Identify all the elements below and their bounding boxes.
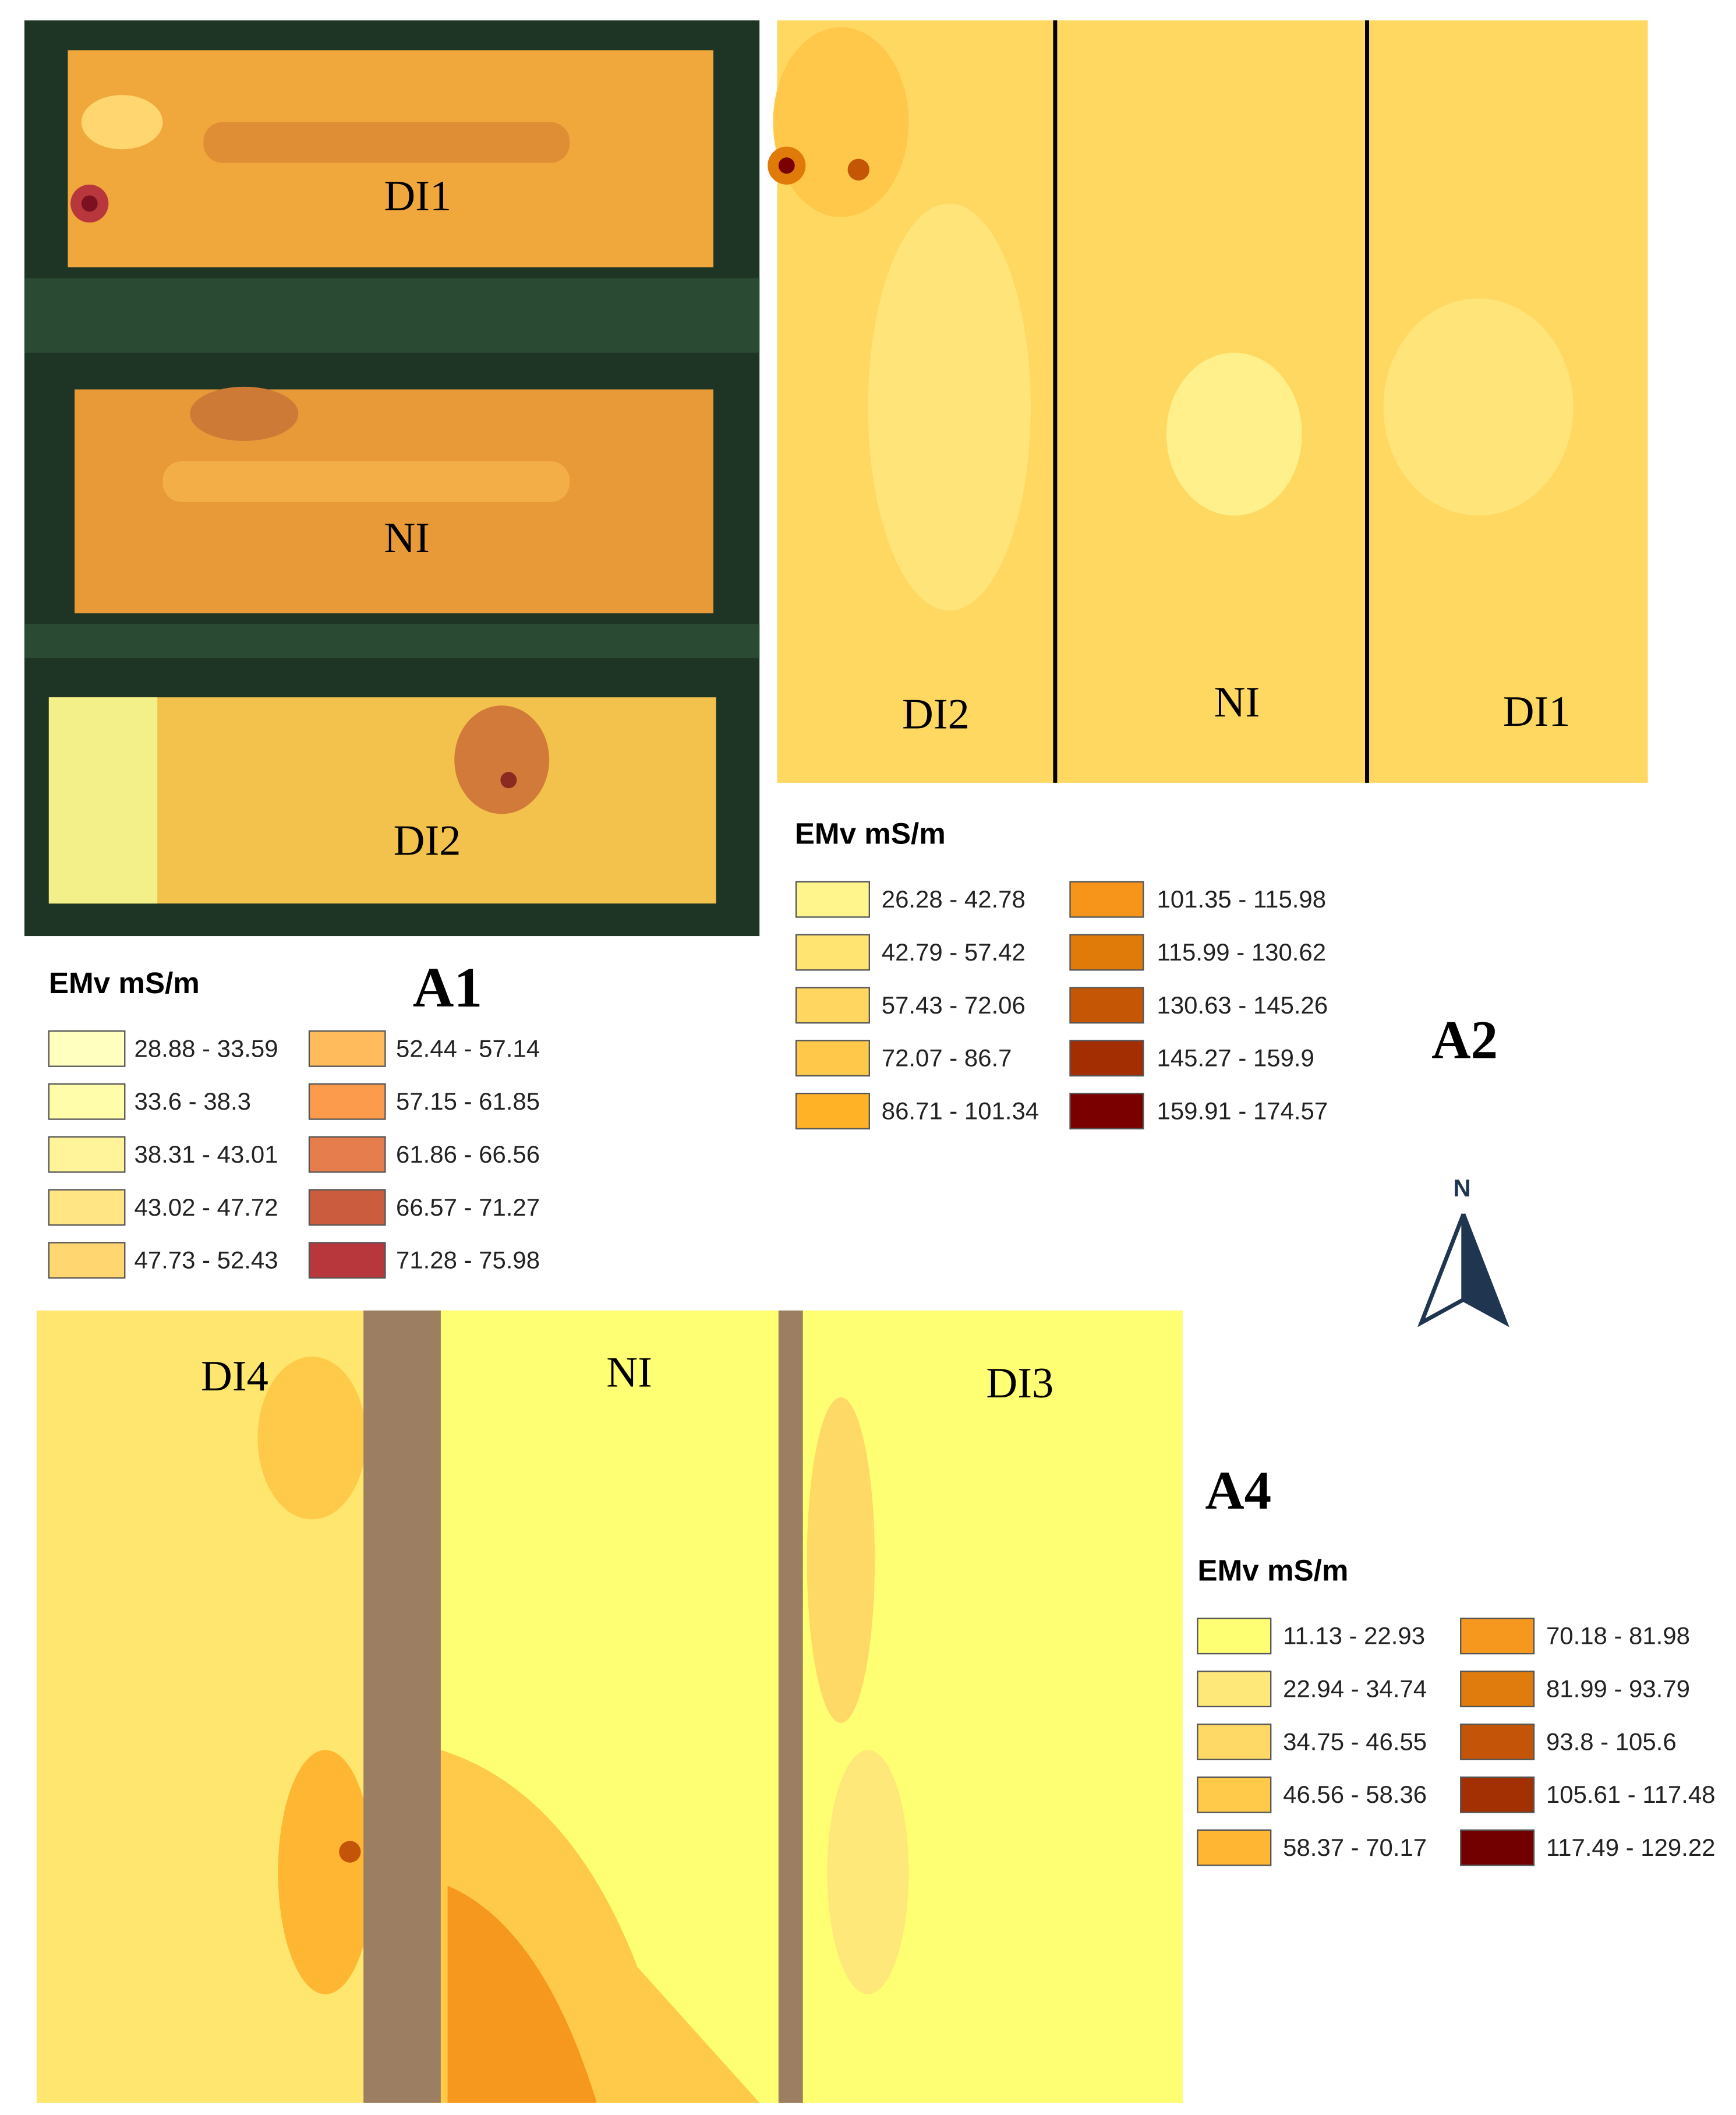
legend-swatch: [1460, 1723, 1535, 1760]
legend-range: 117.49 - 129.22: [1546, 1834, 1715, 1861]
legend-swatch: [48, 1030, 126, 1067]
legend-range: 46.56 - 58.36: [1283, 1781, 1427, 1808]
panel-label: A1: [413, 956, 483, 1019]
legend-range: 93.8 - 105.6: [1546, 1728, 1677, 1755]
legend-range: 57.15 - 61.85: [396, 1087, 540, 1115]
legend-range: 145.27 - 159.9: [1157, 1044, 1314, 1072]
legend-swatch: [1069, 881, 1144, 918]
map-a4: [36, 1310, 1183, 2103]
legend-range: 34.75 - 46.55: [1283, 1728, 1427, 1755]
legend-range: 11.13 - 22.93: [1283, 1622, 1425, 1650]
legend-swatch: [308, 1083, 386, 1120]
legend-range: 57.43 - 72.06: [882, 991, 1026, 1019]
field-label: NI: [384, 514, 430, 562]
field-label: DI2: [394, 817, 461, 864]
legend-title: EMv mS/m: [49, 966, 200, 1000]
legend-swatch: [1460, 1618, 1535, 1655]
field-label: DI4: [201, 1353, 268, 1400]
north-label: N: [1453, 1174, 1470, 1202]
legend-swatch: [795, 881, 870, 918]
field-label: NI: [1214, 679, 1260, 726]
legend-swatch: [1197, 1776, 1272, 1813]
legend-swatch: [308, 1242, 386, 1279]
legend-range: 71.28 - 75.98: [396, 1247, 540, 1274]
legend-swatch: [795, 934, 870, 971]
legend-range: 42.79 - 57.42: [882, 938, 1026, 966]
legend-range: 38.31 - 43.01: [135, 1141, 278, 1168]
legend-swatch: [1069, 1040, 1144, 1077]
legend-swatch: [1197, 1671, 1272, 1708]
legend-swatch: [48, 1136, 126, 1173]
legend-range: 22.94 - 34.74: [1283, 1675, 1427, 1703]
legend-range: 101.35 - 115.98: [1157, 885, 1326, 913]
legend-swatch: [1460, 1829, 1535, 1866]
legend-range: 105.61 - 117.48: [1546, 1781, 1715, 1808]
legend-swatch: [48, 1189, 126, 1226]
north-arrow: [1417, 1213, 1509, 1327]
legend-range: 28.88 - 33.59: [135, 1034, 278, 1062]
legend-range: 52.44 - 57.14: [396, 1034, 540, 1062]
map-a1: [24, 20, 760, 937]
legend-swatch: [1069, 987, 1144, 1024]
field-label: DI3: [986, 1360, 1053, 1407]
legend-range: 86.71 - 101.34: [882, 1097, 1039, 1124]
legend-range: 47.73 - 52.43: [135, 1247, 278, 1274]
legend-swatch: [1460, 1776, 1535, 1813]
legend-range: 115.99 - 130.62: [1157, 938, 1326, 966]
legend-range: 72.07 - 86.7: [882, 1044, 1012, 1072]
legend-swatch: [1069, 934, 1144, 971]
map-a2: [768, 20, 1648, 783]
field-label: DI1: [384, 172, 451, 220]
legend-title: EMv mS/m: [1197, 1553, 1348, 1587]
legend-swatch: [795, 987, 870, 1024]
legend-range: 130.63 - 145.26: [1157, 991, 1328, 1019]
legend-swatch: [1197, 1723, 1272, 1760]
legend-range: 70.18 - 81.98: [1546, 1622, 1690, 1650]
legend-swatch: [308, 1136, 386, 1173]
legend-range: 43.02 - 47.72: [135, 1194, 278, 1221]
legend-swatch: [308, 1030, 386, 1067]
legend-range: 26.28 - 42.78: [882, 885, 1026, 913]
field-label: NI: [606, 1348, 652, 1396]
legend-swatch: [1460, 1671, 1535, 1708]
legend-range: 66.57 - 71.27: [396, 1194, 540, 1221]
legend-swatch: [795, 1093, 870, 1129]
legend-range: 33.6 - 38.3: [135, 1087, 251, 1115]
field-label: DI2: [902, 691, 970, 739]
panel-label: A4: [1205, 1461, 1271, 1521]
legend-swatch: [795, 1040, 870, 1077]
legend-swatch: [48, 1242, 126, 1279]
legend-title: EMv mS/m: [795, 817, 946, 850]
legend-swatch: [1069, 1093, 1144, 1129]
legend-range: 61.86 - 66.56: [396, 1141, 540, 1168]
legend-swatch: [308, 1189, 386, 1226]
legend-range: 159.91 - 174.57: [1157, 1097, 1328, 1124]
legend-swatch: [1197, 1829, 1272, 1866]
legend-swatch: [1197, 1618, 1272, 1655]
field-label: DI1: [1503, 688, 1571, 736]
panel-label: A2: [1431, 1011, 1498, 1071]
legend-range: 81.99 - 93.79: [1546, 1675, 1690, 1703]
legend-range: 58.37 - 70.17: [1283, 1834, 1427, 1861]
legend-swatch: [48, 1083, 126, 1120]
